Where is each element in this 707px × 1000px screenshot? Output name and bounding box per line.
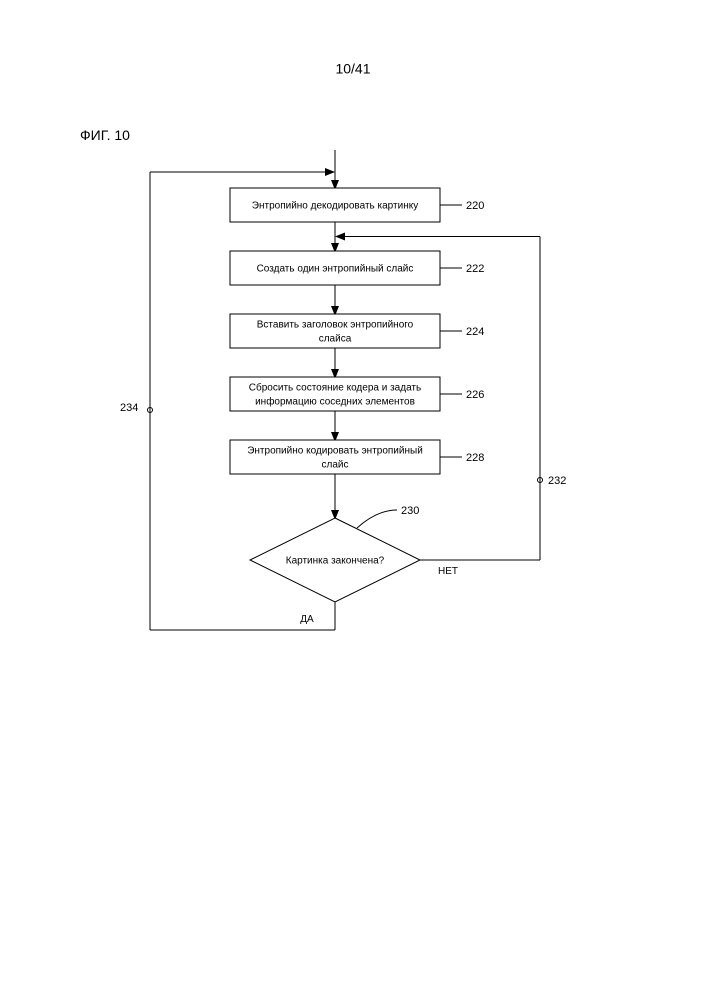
process-text-224-l2: слайса [319, 334, 352, 345]
figure-label: ФИГ. 10 [80, 127, 130, 143]
ref-label-230: 230 [401, 505, 419, 517]
ref-label-220: 220 [466, 200, 484, 212]
ref-label-224: 224 [466, 326, 484, 338]
process-text-228-l1: Энтропийно кодировать энтропийный [247, 446, 423, 457]
ref-label-232: 232 [548, 475, 566, 487]
ref-leader-230 [357, 510, 397, 528]
branch-label-no: НЕТ [438, 566, 458, 577]
ref-label-226: 226 [466, 389, 484, 401]
branch-label-yes: ДА [300, 614, 314, 625]
ref-label-228: 228 [466, 452, 484, 464]
process-text-226-l2: информацию соседних элементов [255, 396, 415, 408]
process-text-220: Энтропийно декодировать картинку [252, 201, 418, 212]
process-text-222: Создать один энтропийный слайс [257, 264, 414, 275]
ref-label-234: 234 [120, 402, 138, 414]
process-text-228-l2: слайс [322, 460, 349, 471]
nodes-layer: Энтропийно декодировать картинку 220 Созда… [120, 188, 566, 625]
process-text-226-l1: Сбросить состояние кодера и задать [249, 382, 421, 394]
page-number: 10/41 [335, 61, 370, 77]
process-text-224-l1: Вставить заголовок энтропийного [257, 320, 414, 331]
flowchart-canvas: 10/41 ФИГ. 10 Энтропийно декодировать ка… [0, 0, 707, 1000]
ref-label-222: 222 [466, 263, 484, 275]
decision-text-230: Картинка закончена? [286, 556, 385, 567]
